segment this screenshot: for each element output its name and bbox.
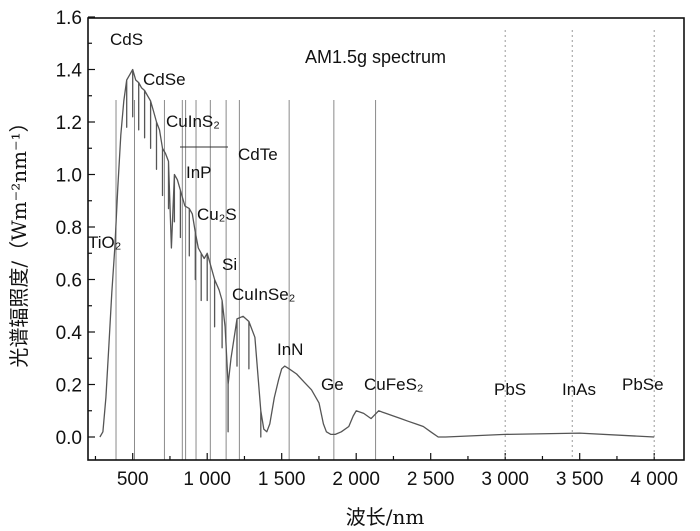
material-label: Cu₂S <box>197 205 237 224</box>
material-label: CdS <box>110 30 143 49</box>
x-tick-label: 500 <box>117 469 149 490</box>
y-axis-label: 光谱辐照度/（Wm⁻²nm⁻¹） <box>7 112 31 367</box>
material-label: PbS <box>494 380 526 399</box>
chart-title: AM1.5g spectrum <box>305 47 446 67</box>
material-label: CuFeS₂ <box>364 375 424 394</box>
spectrum-series-line <box>99 68 655 438</box>
material-label: InP <box>186 163 212 182</box>
x-axis-label: 波长/nm <box>346 505 425 529</box>
y-tick-label: 0.0 <box>56 428 82 449</box>
material-label: InN <box>277 340 303 359</box>
y-tick-label: 1.0 <box>56 166 82 187</box>
x-tick-label: 3 500 <box>556 469 604 490</box>
y-tick-label: 0.4 <box>56 323 83 344</box>
y-tick-label: 0.6 <box>56 271 82 292</box>
x-tick-label: 1 000 <box>183 469 231 490</box>
material-label: Si <box>222 255 237 274</box>
material-label: PbSe <box>622 375 664 394</box>
material-label: CuInS₂ <box>166 112 220 131</box>
material-label: Ge <box>321 375 344 394</box>
y-tick-label: 1.6 <box>56 8 82 29</box>
x-tick-label: 4 000 <box>630 469 678 490</box>
x-tick-label: 2 500 <box>407 469 455 490</box>
plot-frame <box>87 17 685 461</box>
y-tick-label: 1.2 <box>56 113 82 134</box>
x-tick-label: 2 000 <box>332 469 380 490</box>
material-label: TiO₂ <box>88 233 121 252</box>
material-label: CdSe <box>143 70 186 89</box>
y-tick-label: 1.4 <box>56 61 83 82</box>
y-tick-label: 0.2 <box>56 376 82 397</box>
material-label: CuInSe₂ <box>232 285 295 304</box>
y-tick-label: 0.8 <box>56 218 82 239</box>
x-tick-label: 1 500 <box>258 469 306 490</box>
x-tick-label: 3 000 <box>481 469 529 490</box>
material-label: CdTe <box>238 145 278 164</box>
material-label: InAs <box>562 380 596 399</box>
